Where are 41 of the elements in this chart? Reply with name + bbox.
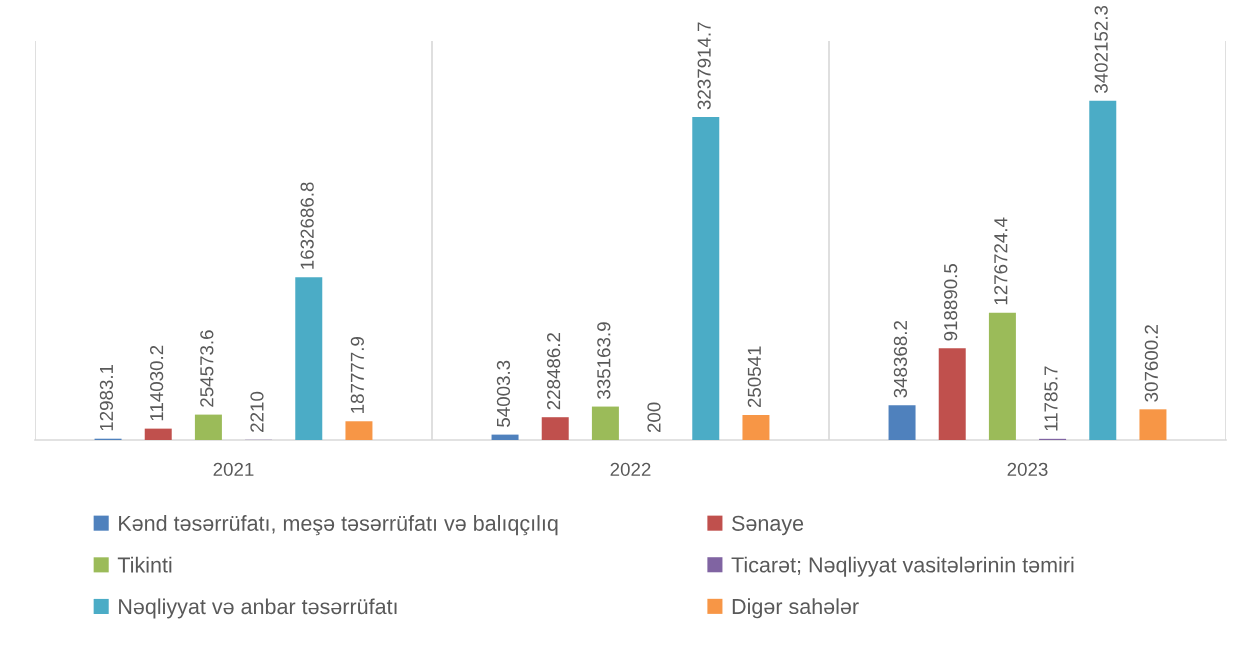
legend-label: Kənd təsərrüfatı, meşə təsərrüfatı və balıqçılıq bbox=[119, 515, 558, 536]
data-label: 1632686.8 bbox=[300, 182, 314, 269]
bar bbox=[938, 348, 966, 440]
data-label: 54003.3 bbox=[496, 360, 511, 427]
bar bbox=[491, 434, 519, 440]
bar bbox=[144, 428, 172, 440]
data-label: 114030.2 bbox=[149, 345, 164, 421]
legend-label: Sənaye bbox=[732, 515, 804, 536]
bar bbox=[988, 312, 1016, 440]
data-label: 2210 bbox=[250, 391, 264, 432]
data-label: 200 bbox=[647, 402, 661, 433]
data-label: 254573.6 bbox=[200, 330, 214, 407]
data-label: 228486.2 bbox=[546, 333, 561, 410]
data-label: 335163.9 bbox=[597, 322, 611, 399]
x-tick-label: 2021 bbox=[213, 462, 254, 476]
bar bbox=[1089, 100, 1117, 440]
data-label: 11785.7 bbox=[1044, 366, 1058, 431]
bar bbox=[194, 414, 222, 440]
legend-label: Tikinti bbox=[117, 556, 172, 573]
bar bbox=[541, 417, 569, 440]
data-label: 1276724.4 bbox=[994, 217, 1008, 305]
bar bbox=[888, 405, 916, 440]
data-label: 12983.1 bbox=[99, 364, 114, 431]
data-label: 3402152.3 bbox=[1094, 5, 1108, 93]
bar bbox=[742, 415, 770, 440]
bar bbox=[1139, 409, 1167, 440]
bar bbox=[345, 421, 373, 440]
data-label: 3237914.7 bbox=[697, 22, 711, 110]
data-label: 307600.2 bbox=[1144, 325, 1158, 402]
x-tick-label: 2022 bbox=[610, 462, 651, 476]
legend-label: Nəqliyyat və anbar təsərrüfatı bbox=[119, 598, 397, 619]
legend-label: Digər sahələr bbox=[732, 598, 859, 619]
bar bbox=[692, 117, 720, 440]
x-tick-label: 2023 bbox=[1007, 462, 1048, 476]
data-label: 250541 bbox=[747, 346, 761, 408]
data-label: 918890.5 bbox=[943, 263, 958, 341]
data-label: 348368.2 bbox=[893, 321, 908, 398]
legend-label: Ticarət; Nəqliyyat vasitələrinin təmiri bbox=[731, 556, 1074, 577]
bar bbox=[591, 406, 619, 440]
data-label: 187777.9 bbox=[350, 337, 364, 413]
bar bbox=[295, 277, 323, 440]
